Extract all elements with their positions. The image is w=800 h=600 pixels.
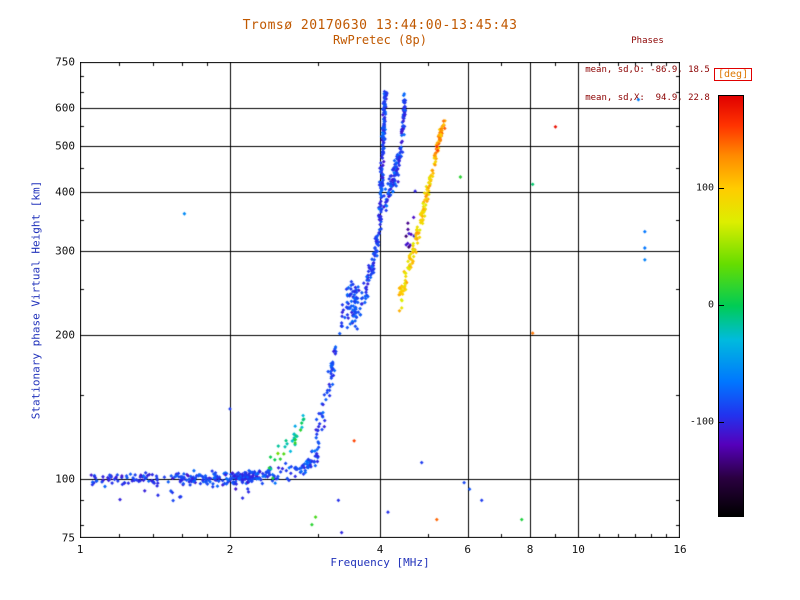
colorbar-tick-mark	[718, 188, 724, 189]
colorbar-tick-label: -100	[689, 416, 714, 428]
x-tick-label: 6	[464, 543, 472, 556]
colorbar-label: [deg]	[714, 68, 753, 81]
y-tick-label: 600	[55, 101, 75, 115]
colorbar-tick-mark	[718, 305, 724, 306]
y-tick-label: 400	[55, 185, 75, 199]
x-axis-label: Frequency [MHz]	[330, 556, 430, 569]
x-tick-label: 10	[571, 543, 585, 556]
y-tick-label: 75	[61, 531, 75, 545]
y-axis-label: Stationary phase Virtual Height [km]	[29, 180, 43, 420]
x-tick-label: 8	[526, 543, 534, 556]
colorbar-tick-label: 0	[707, 299, 714, 311]
colorbar-tick-mark	[718, 422, 724, 423]
x-tick-label: 2	[226, 543, 234, 556]
colorbar-tick-label: 100	[695, 182, 714, 194]
phase-stats-heading: Phases	[631, 36, 664, 46]
chart-subtitle: RwPretec (8p)	[333, 33, 427, 47]
chart-title: Tromsø 20170630 13:44:00-13:45:43	[242, 18, 518, 33]
x-tick-label: 16	[673, 543, 687, 556]
y-tick-label: 100	[55, 472, 75, 486]
scatter-plot-canvas	[80, 62, 680, 538]
y-tick-label: 200	[55, 328, 75, 342]
y-tick-label: 750	[55, 55, 75, 69]
x-tick-label: 1	[76, 543, 84, 556]
x-tick-label: 4	[376, 543, 384, 556]
y-tick-label: 300	[55, 244, 75, 258]
colorbar	[718, 95, 744, 517]
y-tick-label: 500	[55, 139, 75, 153]
